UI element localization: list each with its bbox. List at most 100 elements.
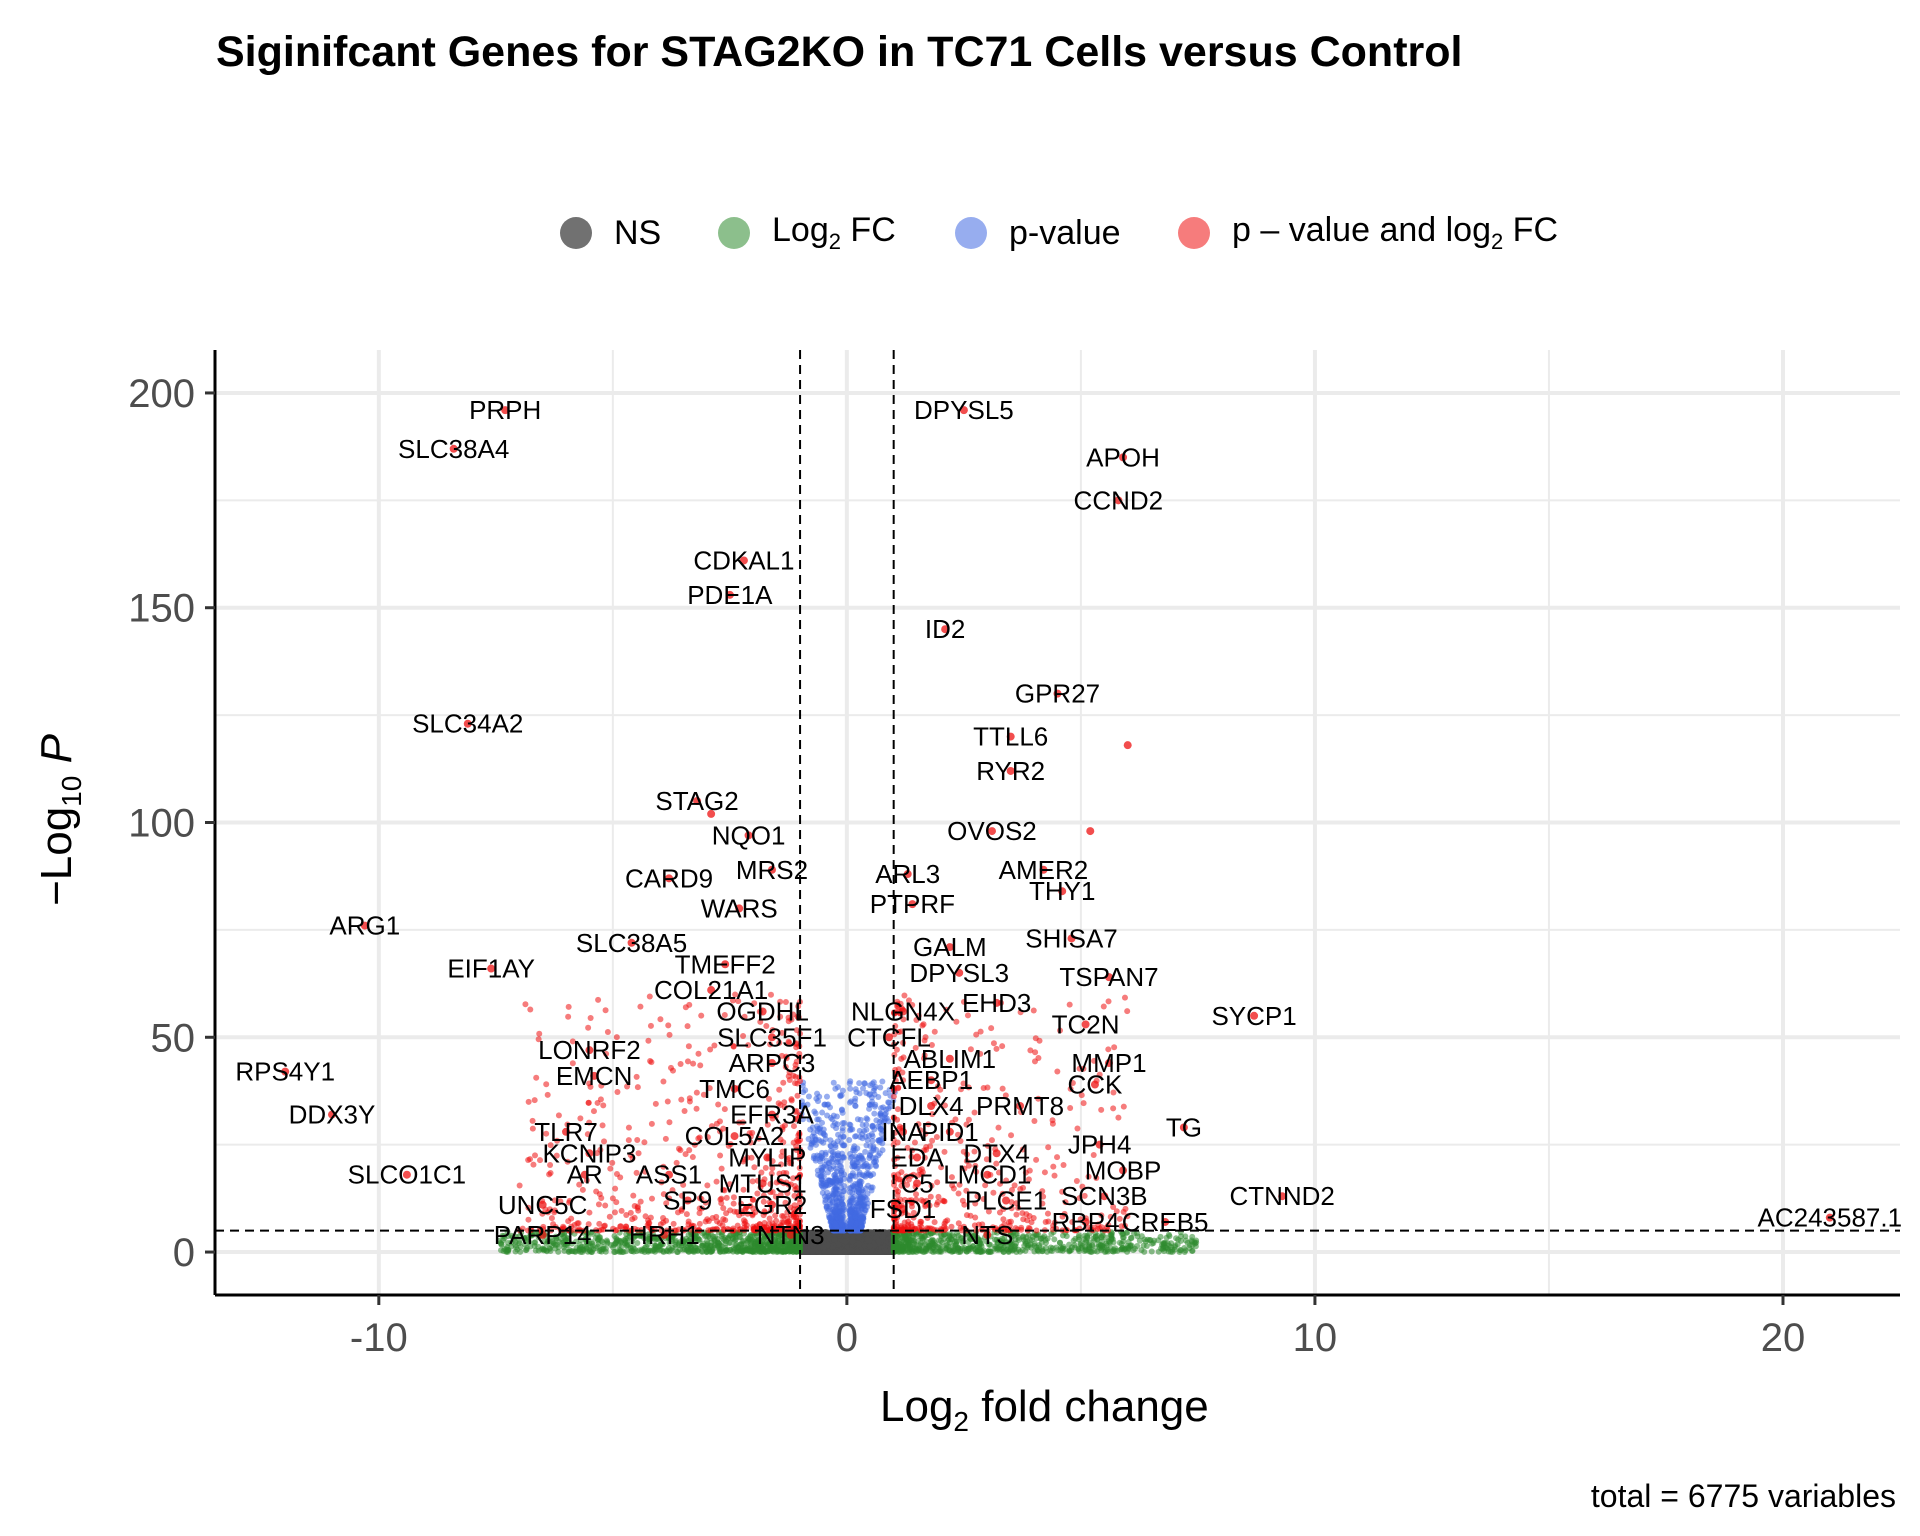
point-log2fc	[1081, 1247, 1088, 1254]
point-log2fc	[1177, 1247, 1184, 1254]
point-log2fc	[1189, 1247, 1196, 1254]
legend: NS Log2 FC p-value p – value and log2 FC	[0, 205, 1920, 261]
point-log2fc	[1155, 1237, 1162, 1244]
point-log2fc	[1056, 1239, 1063, 1246]
point-log2fc	[1071, 1242, 1078, 1249]
point-ns	[854, 1248, 861, 1255]
legend-swatch-pvalue	[955, 217, 987, 249]
point-ns	[841, 1248, 848, 1255]
point-log2fc	[597, 1234, 604, 1241]
point-ns	[875, 1238, 882, 1245]
point-log2fc	[610, 1244, 617, 1251]
point-ns	[862, 1248, 869, 1255]
point-log2fc	[717, 1248, 724, 1255]
point-ns	[831, 1237, 838, 1244]
point-log2fc	[1161, 1240, 1168, 1247]
legend-swatch-ns	[560, 217, 592, 249]
point-log2fc	[891, 1247, 898, 1254]
point-log2fc	[913, 1249, 920, 1256]
point-ns	[866, 1243, 873, 1250]
legend-item-log2fc: Log2 FC	[718, 205, 896, 261]
point-log2fc	[1022, 1240, 1029, 1247]
point-log2fc	[1105, 1238, 1112, 1245]
point-log2fc	[618, 1243, 625, 1250]
point-log2fc	[928, 1237, 935, 1244]
point-log2fc	[1136, 1237, 1143, 1244]
legend-both-main: p – value and log	[1232, 211, 1491, 250]
point-log2fc	[1118, 1240, 1125, 1247]
grid-layer	[215, 350, 1900, 1295]
point-log2fc	[1012, 1240, 1019, 1247]
legend-log2fc-main: Log	[772, 211, 829, 250]
point-log2fc	[621, 1236, 628, 1243]
point-log2fc	[946, 1246, 953, 1253]
point-log2fc	[899, 1237, 906, 1244]
point-log2fc	[919, 1235, 926, 1242]
point-log2fc	[898, 1248, 905, 1255]
legend-both-sub: 2	[1490, 228, 1504, 254]
point-log2fc	[1020, 1234, 1027, 1241]
point-ns	[847, 1247, 854, 1254]
legend-both-rest: FC	[1503, 211, 1559, 250]
point-log2fc	[922, 1241, 929, 1248]
point-log2fc	[709, 1233, 716, 1240]
legend-swatch-both	[1178, 217, 1210, 249]
legend-label-log2fc: Log2 FC	[772, 211, 896, 255]
point-log2fc	[1138, 1247, 1145, 1254]
point-log2fc	[1051, 1236, 1058, 1243]
point-log2fc	[674, 1249, 681, 1256]
points-layer	[281, 406, 1834, 1256]
point-log2fc	[1165, 1248, 1172, 1255]
point-log2fc	[929, 1245, 936, 1252]
point-log2fc	[935, 1237, 942, 1244]
point-log2fc	[1172, 1242, 1179, 1249]
point-ns	[841, 1238, 848, 1245]
point-log2fc	[1148, 1248, 1155, 1255]
point-log2fc	[1049, 1248, 1056, 1255]
legend-label-ns: NS	[614, 213, 662, 252]
point-log2fc	[1104, 1246, 1111, 1253]
point-ns	[832, 1248, 839, 1255]
point-ns	[855, 1234, 862, 1241]
point-ns	[855, 1241, 862, 1248]
legend-log2fc-rest: FC	[840, 211, 896, 250]
legend-item-ns: NS	[560, 205, 661, 261]
point-log2fc	[1112, 1245, 1119, 1252]
point-log2fc	[1142, 1238, 1149, 1245]
legend-label-both: p – value and log2 FC	[1232, 211, 1558, 255]
legend-label-pvalue: p-value	[1009, 213, 1121, 252]
point-log2fc	[745, 1235, 752, 1242]
legend-item-both: p – value and log2 FC	[1178, 205, 1558, 261]
point-log2fc	[577, 1249, 584, 1256]
point-log2fc	[600, 1244, 607, 1251]
point-log2fc	[922, 1248, 929, 1255]
point-log2fc	[739, 1245, 746, 1252]
chart-title: Siginifcant Genes for STAG2KO in TC71 Ce…	[216, 28, 1463, 76]
point-log2fc	[1037, 1235, 1044, 1242]
point-log2fc	[1066, 1247, 1073, 1254]
point-ns	[849, 1238, 856, 1245]
point-log2fc	[1039, 1247, 1046, 1254]
point-log2fc	[1095, 1243, 1102, 1250]
point-log2fc	[1159, 1246, 1166, 1253]
point-log2fc	[1120, 1246, 1127, 1253]
point-log2fc	[1066, 1241, 1073, 1248]
point-log2fc	[907, 1243, 914, 1250]
point-log2fc	[1033, 1244, 1040, 1251]
point-log2fc	[727, 1239, 734, 1246]
point-log2fc	[946, 1239, 953, 1246]
legend-log2fc-sub: 2	[828, 228, 841, 254]
point-log2fc	[941, 1235, 948, 1242]
point-log2fc	[937, 1242, 944, 1249]
legend-item-pvalue: p-value	[955, 205, 1121, 261]
point-log2fc	[1192, 1243, 1199, 1250]
point-log2fc	[1083, 1239, 1090, 1246]
point-ns	[826, 1248, 833, 1255]
point-log2fc	[706, 1246, 713, 1253]
point-ns	[882, 1247, 889, 1254]
point-log2fc	[1099, 1238, 1106, 1245]
point-ns	[864, 1236, 871, 1243]
legend-swatch-log2fc	[718, 217, 750, 249]
point-log2fc	[1089, 1242, 1096, 1249]
